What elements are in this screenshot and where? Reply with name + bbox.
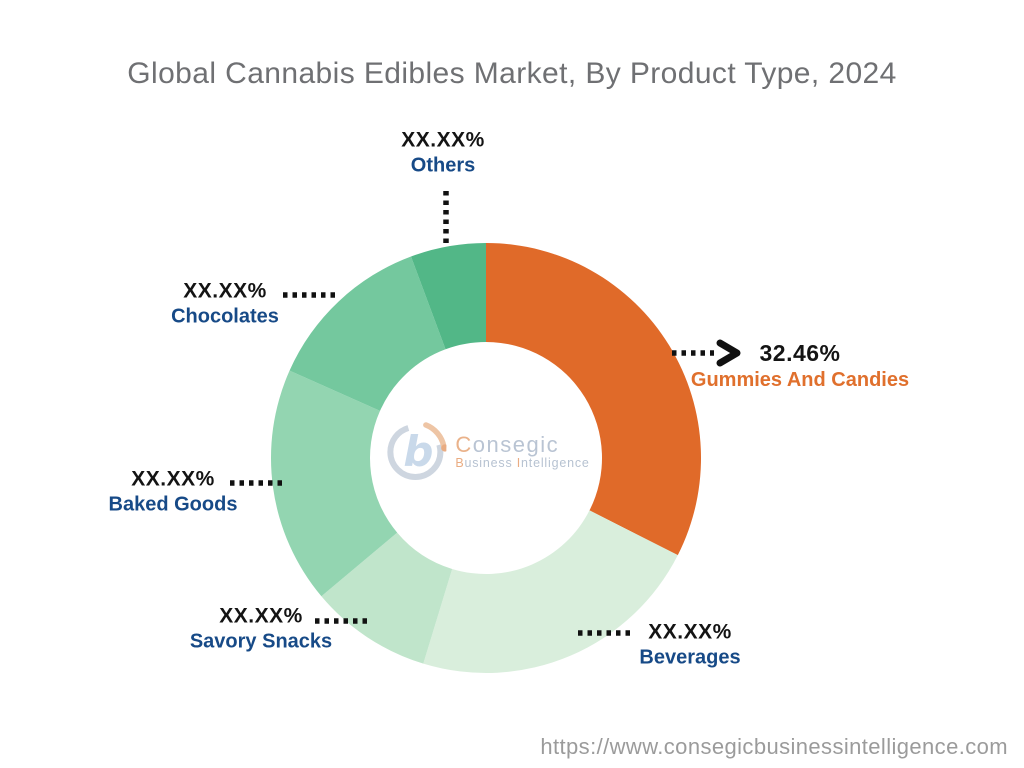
- arrowhead-gummies-icon: [716, 339, 741, 367]
- segment-baked-goods: [270, 370, 398, 597]
- footer-url[interactable]: https://www.consegicbusinessintelligence…: [540, 734, 1008, 759]
- consegic-logo-icon: b: [384, 421, 447, 483]
- segment-name: Savory Snacks: [189, 630, 333, 653]
- segment-name: Chocolates: [171, 305, 279, 328]
- segment-name: Gummies And Candies: [690, 368, 910, 391]
- pct-value: XX.XX%: [401, 128, 485, 152]
- watermark-logo: b Consegic Business Intelligence: [384, 421, 589, 483]
- pct-value: XX.XX%: [183, 279, 267, 303]
- watermark-text: Consegic Business Intelligence: [455, 432, 590, 471]
- segment-name: Beverages: [639, 646, 741, 669]
- segment-chocolates: [289, 256, 446, 411]
- segment-name: Others: [410, 154, 476, 177]
- segment-name: Baked Goods: [108, 493, 238, 516]
- segment-others: [411, 243, 486, 350]
- page-title: Global Cannabis Edibles Market, By Produ…: [127, 57, 897, 90]
- label-savory-snacks: XX.XX% Savory Snacks: [190, 603, 332, 654]
- label-others: XX.XX% Others: [401, 127, 485, 178]
- pct-value: XX.XX%: [131, 467, 215, 491]
- segment-gummies-and-candies: [486, 243, 702, 556]
- brand-tagline: Business Intelligence: [455, 456, 590, 471]
- label-beverages: XX.XX% Beverages: [639, 619, 740, 670]
- svg-text:b: b: [403, 427, 433, 476]
- segment-beverages: [423, 510, 678, 673]
- brand-name: Consegic: [455, 432, 560, 458]
- pct-value: XX.XX%: [648, 620, 732, 644]
- label-gummies-and-candies: 32.46% Gummies And Candies: [691, 339, 909, 393]
- segment-savory-snacks: [321, 532, 453, 664]
- donut-segments: [270, 243, 702, 673]
- label-chocolates: XX.XX% Chocolates: [171, 278, 279, 329]
- pct-value: 32.46%: [759, 340, 841, 367]
- label-baked-goods: XX.XX% Baked Goods: [109, 466, 238, 517]
- pct-value: XX.XX%: [219, 604, 303, 628]
